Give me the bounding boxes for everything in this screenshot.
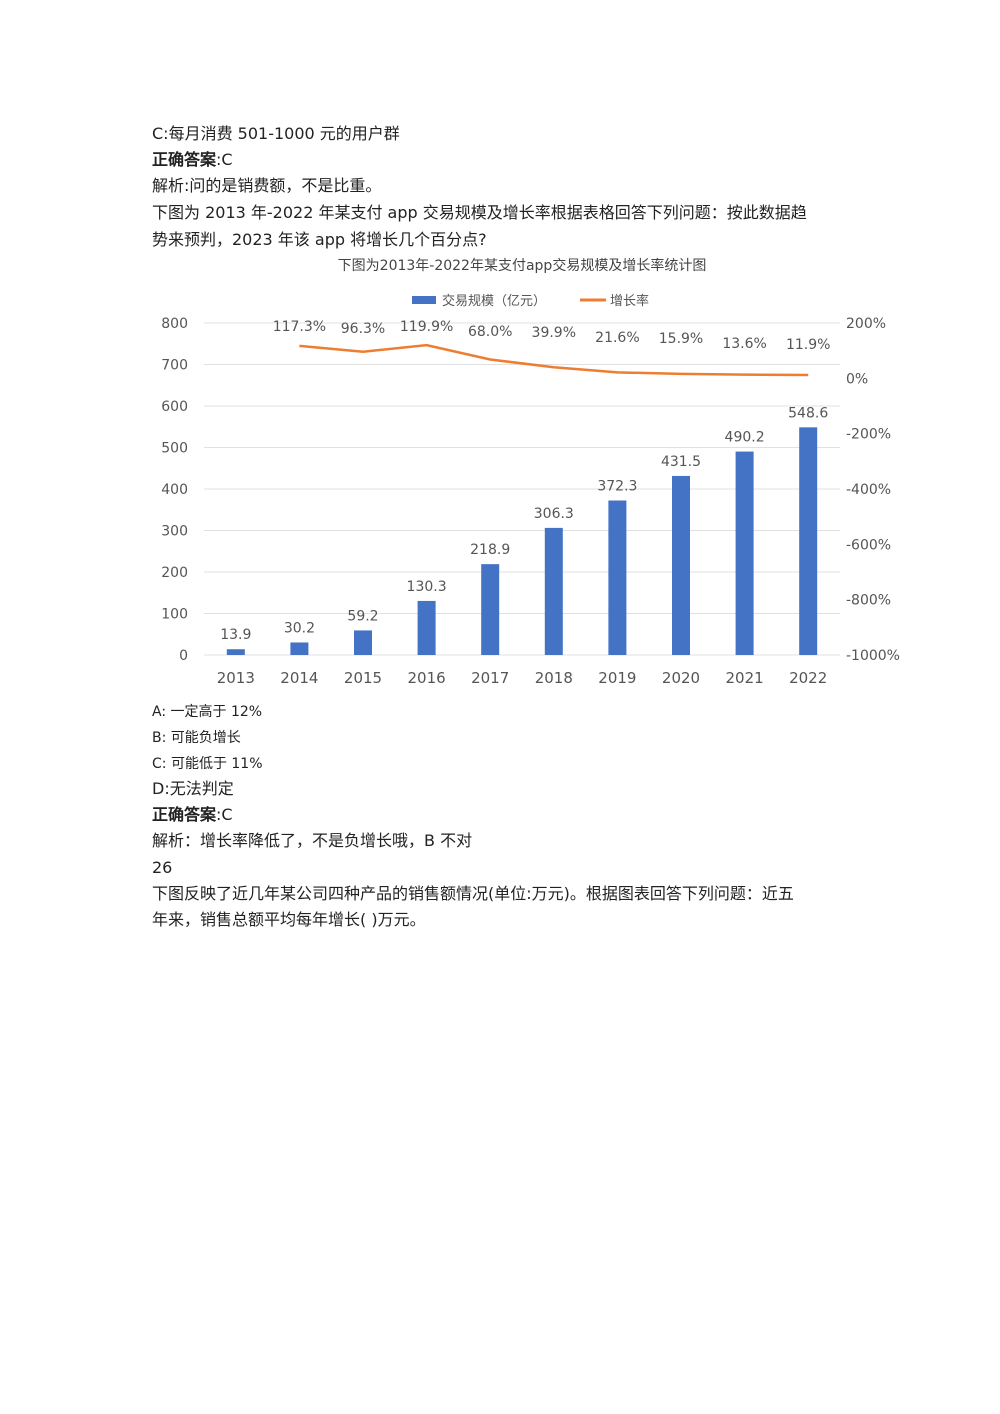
- legend-bar-swatch: [412, 296, 436, 304]
- bar-value-label: 130.3: [407, 579, 447, 595]
- x-tick-label: 2022: [789, 669, 827, 687]
- bar-2020: [672, 475, 690, 655]
- legend-line-label: 增长率: [610, 293, 649, 309]
- right-tick-label: -1000%: [846, 648, 900, 664]
- bar-value-label: 490.2: [725, 430, 765, 446]
- line-value-label: 13.6%: [722, 336, 766, 352]
- bar-value-label: 431.5: [661, 454, 701, 470]
- left-tick-label: 200: [161, 565, 188, 581]
- correct-answer-line-2: 正确答案:C: [152, 804, 233, 826]
- correct-answer-value: :C: [216, 150, 233, 169]
- question-line-1: 下图为 2013 年-2022 年某支付 app 交易规模及增长率根据表格回答下…: [152, 203, 807, 222]
- right-tick-label: -400%: [846, 482, 891, 498]
- bar-value-label: 306.3: [534, 506, 574, 522]
- bar-value-label: 372.3: [597, 478, 637, 494]
- x-tick-label: 2021: [726, 669, 764, 687]
- analysis-text-2: 解析：增长率降低了，不是负增长哦，B 不对: [152, 831, 473, 850]
- correct-answer-value-2: :C: [216, 805, 233, 824]
- bar-2013: [226, 649, 245, 655]
- legend-bar-label: 交易规模（亿元）: [442, 293, 546, 309]
- bar-2021: [735, 451, 754, 655]
- bar-2014: [290, 642, 309, 655]
- option-c-text: C:每月消费 501-1000 元的用户群: [152, 124, 400, 143]
- x-tick-label: 2019: [598, 669, 636, 687]
- right-tick-label: -800%: [846, 593, 891, 609]
- line-value-label: 21.6%: [595, 330, 639, 346]
- x-tick-label: 2016: [408, 669, 446, 687]
- bar-2019: [608, 500, 627, 655]
- option-c: C: 可能低于 11%: [152, 756, 263, 772]
- left-tick-label: 800: [161, 316, 188, 332]
- analysis-text: 解析:问的是销费额，不是比重。: [152, 176, 382, 195]
- question-number: 26: [152, 858, 173, 877]
- line-value-label: 68.0%: [468, 324, 512, 340]
- left-tick-label: 700: [161, 358, 188, 374]
- correct-answer-label-2: 正确答案: [152, 805, 217, 824]
- option-b: B: 可能负增长: [152, 730, 241, 746]
- left-tick-label: 600: [161, 399, 188, 415]
- x-tick-label: 2015: [344, 669, 382, 687]
- correct-answer-label: 正确答案: [152, 150, 217, 169]
- bar-value-label: 13.9: [220, 627, 251, 643]
- right-tick-label: 200%: [846, 316, 886, 332]
- right-tick-label: -200%: [846, 427, 891, 443]
- question-26-line-2: 年来，销售总额平均每年增长( )万元。: [152, 910, 426, 929]
- question-26-line-1: 下图反映了近几年某公司四种产品的销售额情况(单位:万元)。根据图表回答下列问题：…: [152, 884, 794, 903]
- bar-value-label: 59.2: [347, 608, 378, 624]
- x-tick-label: 2020: [662, 669, 700, 687]
- right-tick-label: 0%: [846, 371, 868, 387]
- right-tick-label: -600%: [846, 537, 891, 553]
- line-value-label: 11.9%: [786, 337, 830, 353]
- growth-rate-line: [299, 343, 809, 377]
- left-tick-label: 400: [161, 482, 188, 498]
- left-tick-label: 100: [161, 607, 188, 623]
- x-tick-label: 2017: [471, 669, 509, 687]
- bar-value-label: 218.9: [470, 542, 510, 558]
- line-value-label: 117.3%: [273, 319, 326, 335]
- line-value-label: 15.9%: [659, 331, 703, 347]
- bar-value-label: 30.2: [284, 620, 315, 636]
- line-value-label: 96.3%: [341, 321, 385, 337]
- bar-2017: [481, 564, 500, 655]
- left-tick-label: 500: [161, 441, 188, 457]
- bar-2016: [417, 600, 436, 655]
- correct-answer-line: 正确答案:C: [152, 149, 233, 171]
- chart-title: 下图为2013年-2022年某支付app交易规模及增长率统计图: [338, 257, 707, 274]
- line-value-label: 119.9%: [400, 319, 453, 335]
- x-tick-label: 2018: [535, 669, 573, 687]
- bar-2022: [799, 427, 818, 655]
- bar-2015: [354, 630, 372, 655]
- option-a: A: 一定高于 12%: [152, 704, 263, 720]
- left-tick-label: 300: [161, 524, 188, 540]
- x-tick-label: 2014: [280, 669, 318, 687]
- left-tick-label: 0: [179, 648, 188, 664]
- line-value-label: 39.9%: [532, 325, 576, 341]
- bar-2018: [544, 527, 563, 655]
- bar-value-label: 548.6: [788, 405, 828, 421]
- option-d: D:无法判定: [152, 779, 234, 798]
- x-tick-label: 2013: [217, 669, 255, 687]
- question-line-2: 势来预判，2023 年该 app 将增长几个百分点?: [152, 230, 487, 249]
